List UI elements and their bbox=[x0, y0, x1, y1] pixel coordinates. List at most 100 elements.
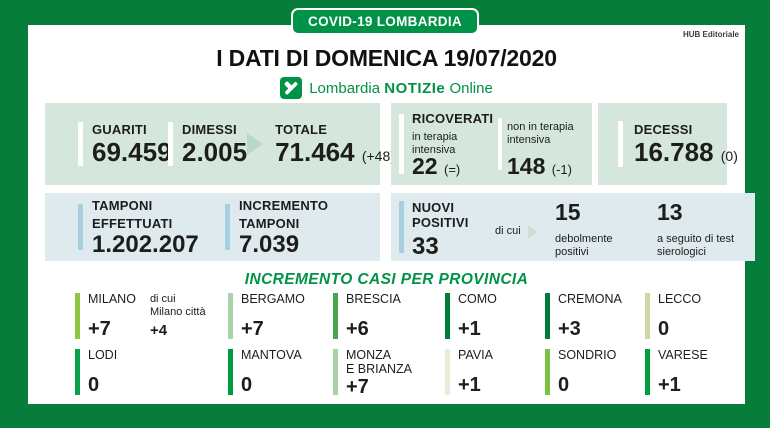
province-accent-bar bbox=[333, 293, 338, 339]
intensiva-value: 22 (=) bbox=[412, 153, 461, 179]
province-name: BERGAMO bbox=[241, 292, 305, 306]
province-cell: BERGAMO +7 bbox=[228, 292, 333, 340]
accent-bar bbox=[78, 121, 83, 166]
breakdown-value: 15 bbox=[555, 199, 581, 225]
logo-region: Lombardia bbox=[309, 79, 381, 97]
stat-value: 1.202.207 bbox=[92, 231, 199, 258]
stat-label: INCREMENTO TAMPONI bbox=[239, 198, 329, 231]
accent-bar bbox=[168, 121, 173, 166]
stat-value: 2.005 bbox=[182, 137, 248, 168]
infographic-card: HUB Editoriale I DATI DI DOMENICA 19/07/… bbox=[28, 25, 755, 404]
province-value: 0 bbox=[658, 318, 670, 340]
stat-label: GUARITI bbox=[92, 122, 147, 138]
accent-bar bbox=[399, 201, 404, 253]
ricoverati-label: RICOVERATI bbox=[412, 111, 494, 126]
accent-bar bbox=[78, 204, 83, 250]
province-note: di cui Milano città +4 bbox=[150, 293, 206, 339]
province-cell: BRESCIA +6 bbox=[333, 292, 445, 340]
non-intensiva-label: non in terapia intensiva bbox=[507, 121, 574, 147]
province-name: PAVIA bbox=[458, 348, 493, 362]
stat-totale: TOTALE 71.464 (+48) bbox=[275, 121, 395, 166]
accent-bar bbox=[618, 121, 623, 167]
province-name: MANTOVA bbox=[241, 348, 302, 362]
province-name: COMO bbox=[458, 292, 497, 306]
province-grid: MILANO +7 di cui Milano città +4 BERGAMO… bbox=[75, 292, 737, 398]
province-cell: SONDRIO 0 bbox=[545, 348, 645, 395]
lombardia-notizie-logo: Lombardia NOTIZIe Online bbox=[28, 77, 745, 99]
province-cell: PAVIA +1 bbox=[445, 348, 545, 396]
stat-delta: (+48) bbox=[361, 148, 395, 165]
province-value: +7 bbox=[241, 318, 264, 340]
province-accent-bar bbox=[545, 349, 550, 395]
accent-bar bbox=[498, 118, 502, 170]
province-value: +1 bbox=[458, 374, 481, 396]
province-cell: LODI 0 bbox=[75, 348, 228, 395]
stat-delta: (0) bbox=[720, 148, 738, 165]
panel-nuovi-positivi: NUOVI POSITIVI 33 di cui 15 debolmente pos… bbox=[391, 193, 755, 261]
covid-lombardia-badge: COVID-19 LOMBARDIA bbox=[291, 8, 479, 35]
province-name: CREMONA bbox=[558, 292, 622, 306]
panel-decessi: DECESSI 16.788 (0) bbox=[598, 103, 738, 185]
rosa-camuna-icon bbox=[280, 77, 303, 99]
logo-text: Lombardia NOTIZIe Online bbox=[309, 80, 493, 97]
province-note-value: +4 bbox=[149, 322, 168, 339]
province-accent-bar bbox=[228, 349, 233, 395]
province-name: MILANO bbox=[88, 292, 136, 306]
province-accent-bar bbox=[645, 293, 650, 339]
stat-tamponi-effettuati: TAMPONI EFFETTUATI 1.202.207 bbox=[78, 197, 225, 257]
panel-tamponi: TAMPONI EFFETTUATI 1.202.207 INCREMENTO TA… bbox=[45, 193, 380, 261]
province-value: +7 bbox=[346, 375, 369, 398]
province-accent-bar bbox=[445, 293, 450, 339]
province-cell: VARESE +1 bbox=[645, 348, 737, 395]
stat-value: 7.039 bbox=[239, 231, 300, 258]
panel-guariti-dimessi-totale: GUARITI 69.459 DIMESSI 2.005 TOTALE 71.4… bbox=[45, 103, 395, 185]
province-value: 0 bbox=[241, 374, 253, 396]
panel-ricoverati: RICOVERATI in terapia intensiva 22 (=) no… bbox=[391, 103, 592, 185]
totale-arrow-icon bbox=[247, 133, 264, 155]
stat-guariti: GUARITI 69.459 bbox=[78, 121, 172, 166]
province-name: BRESCIA bbox=[346, 292, 401, 306]
province-value: +3 bbox=[558, 318, 581, 340]
stat-incremento-tamponi: INCREMENTO TAMPONI 7.039 bbox=[225, 197, 328, 257]
province-accent-bar bbox=[228, 293, 233, 339]
province-name: SONDRIO bbox=[558, 348, 617, 362]
logo-suffix: Online bbox=[449, 79, 493, 97]
publisher-credit: HUB Editoriale bbox=[682, 30, 739, 39]
province-note-label: di cui Milano città bbox=[149, 293, 206, 319]
stat-label: DIMESSI bbox=[182, 122, 237, 138]
province-cell: LECCO 0 bbox=[645, 292, 737, 340]
stat-label: TOTALE bbox=[275, 122, 328, 138]
province-name: MONZA E BRIANZA bbox=[346, 348, 412, 376]
stat-value: 16.788 bbox=[634, 137, 714, 168]
non-intensiva-value: 148 (-1) bbox=[507, 153, 572, 179]
province-section-heading: INCREMENTO CASI PER PROVINCIA bbox=[244, 271, 529, 288]
stat-decessi: DECESSI 16.788 (0) bbox=[618, 121, 738, 167]
province-cell: MANTOVA 0 bbox=[228, 348, 333, 396]
breakdown-value: 13 bbox=[657, 199, 683, 225]
nuovi-positivi-label: NUOVI POSITIVI bbox=[412, 200, 469, 230]
di-cui-arrow-icon bbox=[527, 225, 538, 239]
accent-bar bbox=[399, 114, 404, 174]
province-accent-bar bbox=[333, 349, 338, 395]
province-name: LODI bbox=[88, 348, 118, 362]
province-accent-bar bbox=[75, 349, 80, 395]
breakdown-sierologici: 13 a seguito di test sierologici bbox=[657, 201, 734, 260]
stat-value: 69.459 bbox=[92, 137, 172, 168]
breakdown-label: debolmente positivi bbox=[555, 233, 613, 259]
nuovi-positivi-value: 33 bbox=[412, 233, 439, 260]
province-cell: COMO +1 bbox=[445, 292, 545, 340]
stat-label: TAMPONI EFFETTUATI bbox=[92, 198, 173, 231]
province-value: +7 bbox=[88, 318, 111, 340]
province-cell: CREMONA +3 bbox=[545, 292, 645, 340]
province-value: +6 bbox=[346, 318, 369, 340]
accent-bar bbox=[225, 204, 230, 250]
breakdown-debolmente: 15 debolmente positivi bbox=[555, 201, 613, 260]
page-title: I DATI DI DOMENICA 19/07/2020 bbox=[216, 45, 557, 71]
intensiva-label: in terapia intensiva bbox=[412, 131, 458, 157]
province-value: +1 bbox=[458, 318, 481, 340]
province-name: VARESE bbox=[658, 348, 708, 362]
province-accent-bar bbox=[75, 293, 80, 339]
stat-dimessi: DIMESSI 2.005 bbox=[168, 121, 247, 166]
province-cell: MONZA E BRIANZA +7 bbox=[333, 348, 445, 398]
